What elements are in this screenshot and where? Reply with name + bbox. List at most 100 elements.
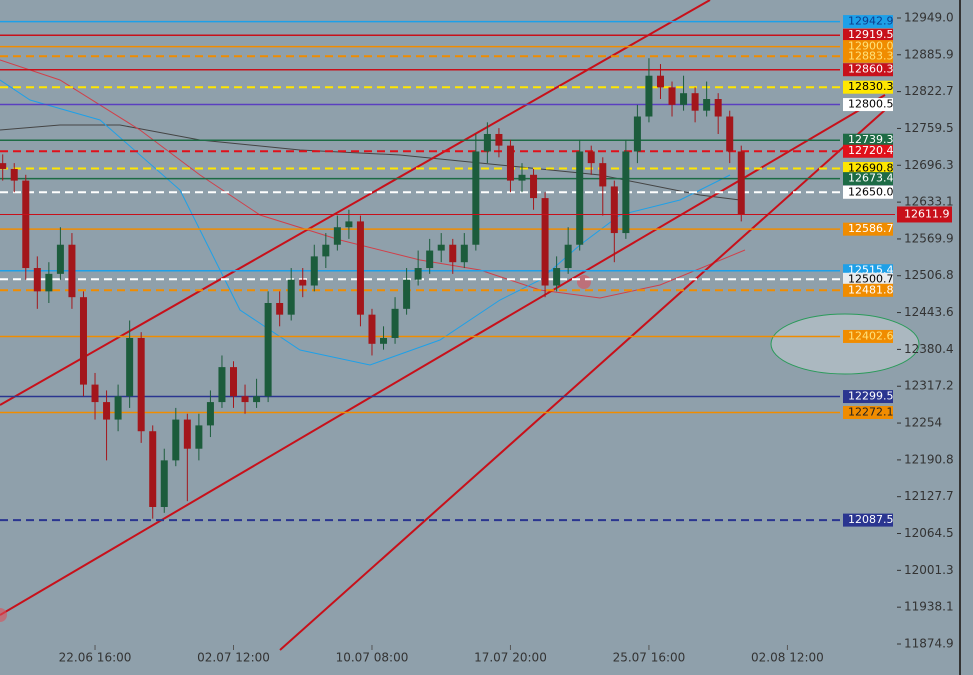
candle-body [726,116,734,152]
candle-body [391,308,399,338]
candle-body [137,337,145,432]
y-tick-label: 11938.1 [904,600,954,614]
candle-body [414,268,422,280]
candle-body [403,279,411,309]
level-label: 12673.4 [848,172,894,185]
candle-body [10,168,18,181]
level-label-box [843,172,893,186]
x-tick-label: 17.07 20:00 [474,651,547,665]
candle-body [506,145,514,181]
moving-average-long [0,124,741,201]
marker [577,275,591,289]
candle-body [322,244,330,257]
candle-body [495,133,503,146]
candle-body [253,396,261,403]
candle-body [483,133,491,152]
x-tick-label: 25.07 16:00 [613,651,686,665]
y-tick-label: 12443.6 [904,305,954,319]
candle-body [264,303,272,397]
candle-body [183,419,191,449]
level-label-box [843,222,893,236]
level-label-box [843,406,893,420]
candle-body [172,419,180,461]
last-price-label: 12611.9 [904,207,950,220]
level-label: 12739.3 [848,133,894,146]
candle-body [356,221,364,315]
y-tick-label: 12759.5 [904,121,954,135]
trend-line [0,0,711,406]
candle-body [241,396,249,403]
last-price-box [897,206,952,223]
candle-body [668,87,676,105]
candle-body [437,244,445,251]
y-tick-label: 12885.9 [904,47,954,61]
level-label: 12900.0 [848,40,894,53]
level-label: 12860.3 [848,63,894,76]
level-label: 12720.4 [848,144,894,157]
x-tick-label: 02.07 12:00 [197,651,270,665]
candle-body [218,367,226,403]
level-label: 12942.9 [848,15,894,28]
x-tick-label: 10.07 08:00 [336,651,409,665]
level-label-box [843,28,893,42]
level-label-box [843,283,893,297]
y-tick-label: 11874.9 [904,637,954,651]
candle-body [610,186,618,234]
y-tick-label: 12569.9 [904,231,954,245]
level-label-box [843,63,893,77]
highlight-zone [770,313,920,375]
candle-body [206,402,214,426]
candle-body [449,244,457,263]
candle-body [472,151,480,245]
candle-body [368,314,376,344]
candle-body [79,297,87,385]
level-label-box [843,272,893,286]
candle-body [287,279,295,315]
candle-body [114,396,122,420]
y-tick-label: 12127.7 [904,489,954,503]
trend-line [0,94,886,616]
y-tick-label: 12696.3 [904,158,954,172]
candle-body [460,244,468,263]
candle-body [310,256,318,286]
level-label: 12919.5 [848,28,894,41]
y-tick-label: 12380.4 [904,342,954,356]
candle-body [160,460,168,507]
level-label: 12500.7 [848,272,894,285]
level-label: 12830.3 [848,80,894,93]
candle-body [195,425,203,449]
level-label-box [843,15,893,29]
candle-body [714,99,722,117]
x-tick-label: 22.06 16:00 [59,651,132,665]
y-tick-label: 12254 [904,416,942,430]
y-tick-label: 12949.0 [904,11,954,25]
y-tick-label: 12064.5 [904,526,954,540]
indicators [0,0,920,651]
candle-body [345,221,353,228]
level-label: 12087.5 [848,513,894,526]
candle-body [45,273,53,292]
candle-body [691,93,699,111]
candle-body [299,279,307,286]
candle-body [91,384,99,403]
level-label-box [843,80,893,94]
level-label-box [843,161,893,175]
candle-body [680,93,688,105]
candle-body [103,402,111,420]
y-tick-label: 12317.2 [904,379,954,393]
candle-body [541,198,549,286]
candle-body [587,151,595,164]
level-label-box [843,133,893,147]
level-label-box [843,390,893,404]
candle-body [703,99,711,111]
candle-body [576,151,584,245]
level-label: 12586.7 [848,222,894,235]
candle-body [564,244,572,269]
candle-body [633,116,641,152]
level-label-box [843,513,893,527]
level-label: 12690.8 [848,161,894,174]
candle-body [126,337,134,397]
candle-body [230,367,237,397]
